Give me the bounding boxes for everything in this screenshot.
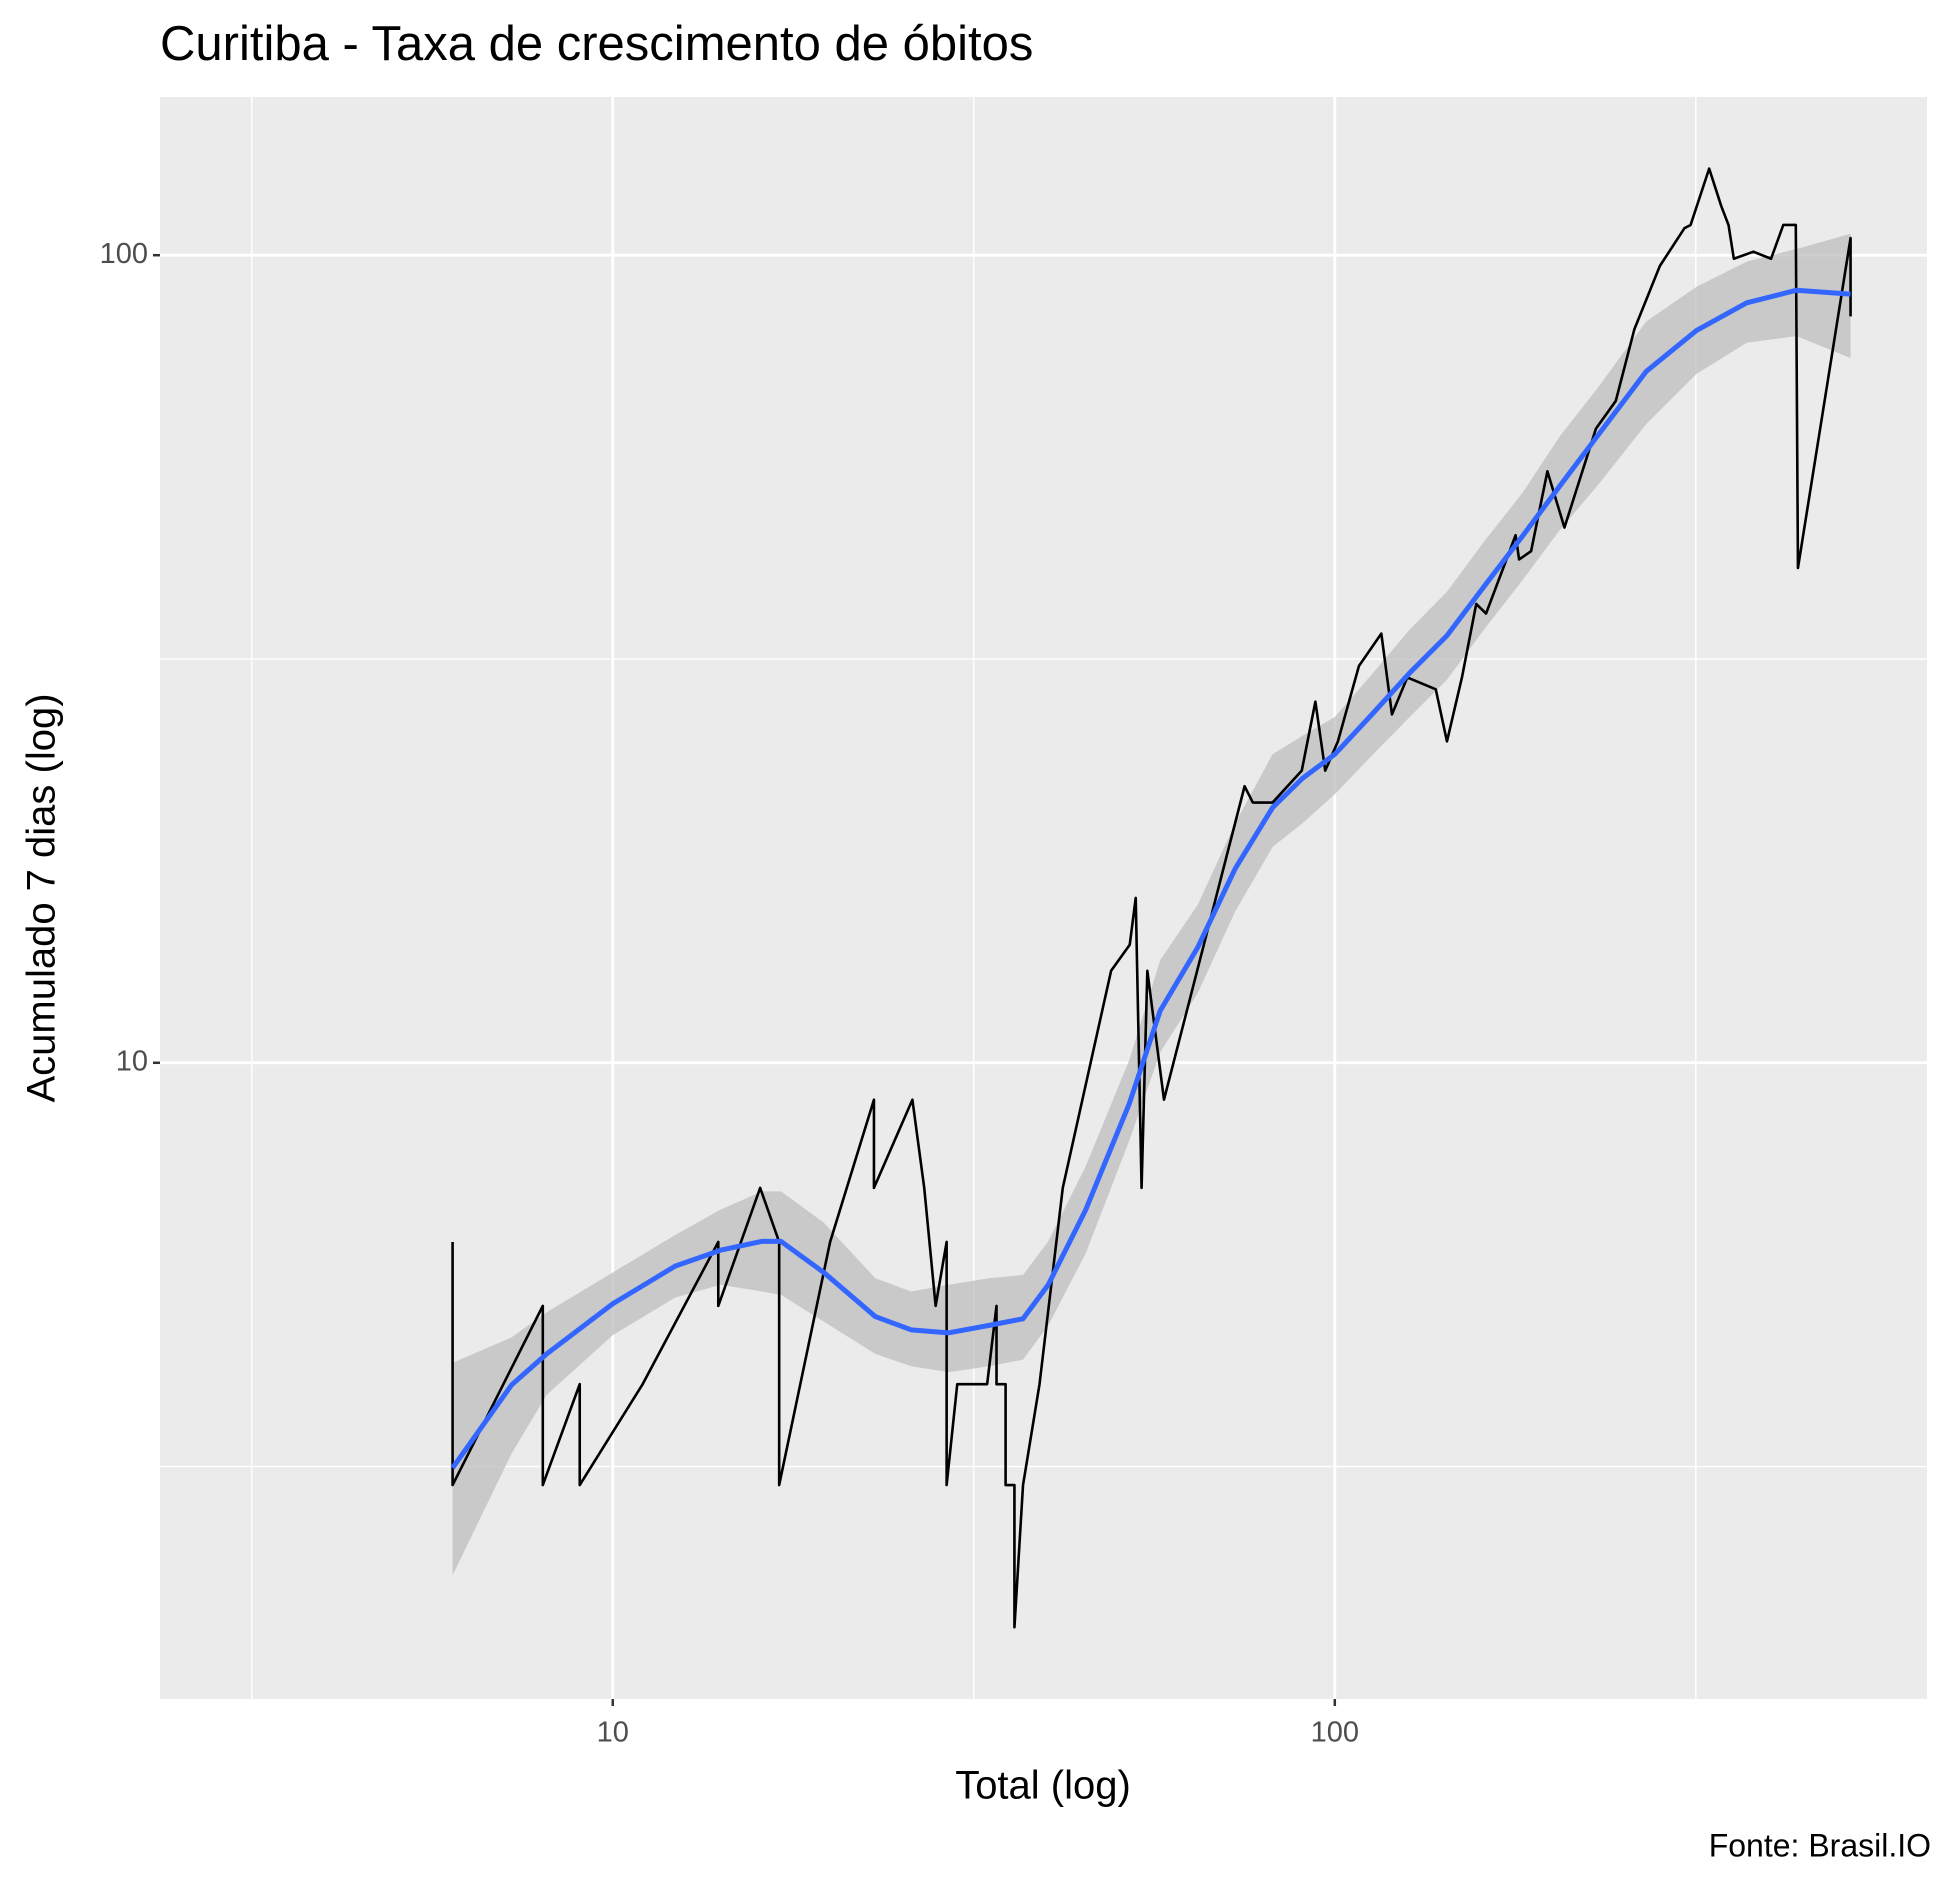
x-axis-label: Total (log): [955, 1764, 1131, 1808]
confidence-band: [452, 233, 1851, 1576]
y-axis-label: Acumulado 7 dias (log): [20, 693, 64, 1102]
caption: Fonte: Brasil.IO: [1709, 1827, 1931, 1863]
smooth-line: [450, 287, 1851, 1470]
x-tick-label: 10: [597, 1717, 629, 1749]
y-tick-label: 10: [116, 1045, 148, 1077]
chart-title: Curitiba - Taxa de crescimento de óbitos: [160, 17, 1033, 71]
data-line: [451, 167, 1852, 1629]
x-tick-label: 100: [1311, 1717, 1359, 1749]
y-tick-label: 100: [100, 238, 148, 270]
